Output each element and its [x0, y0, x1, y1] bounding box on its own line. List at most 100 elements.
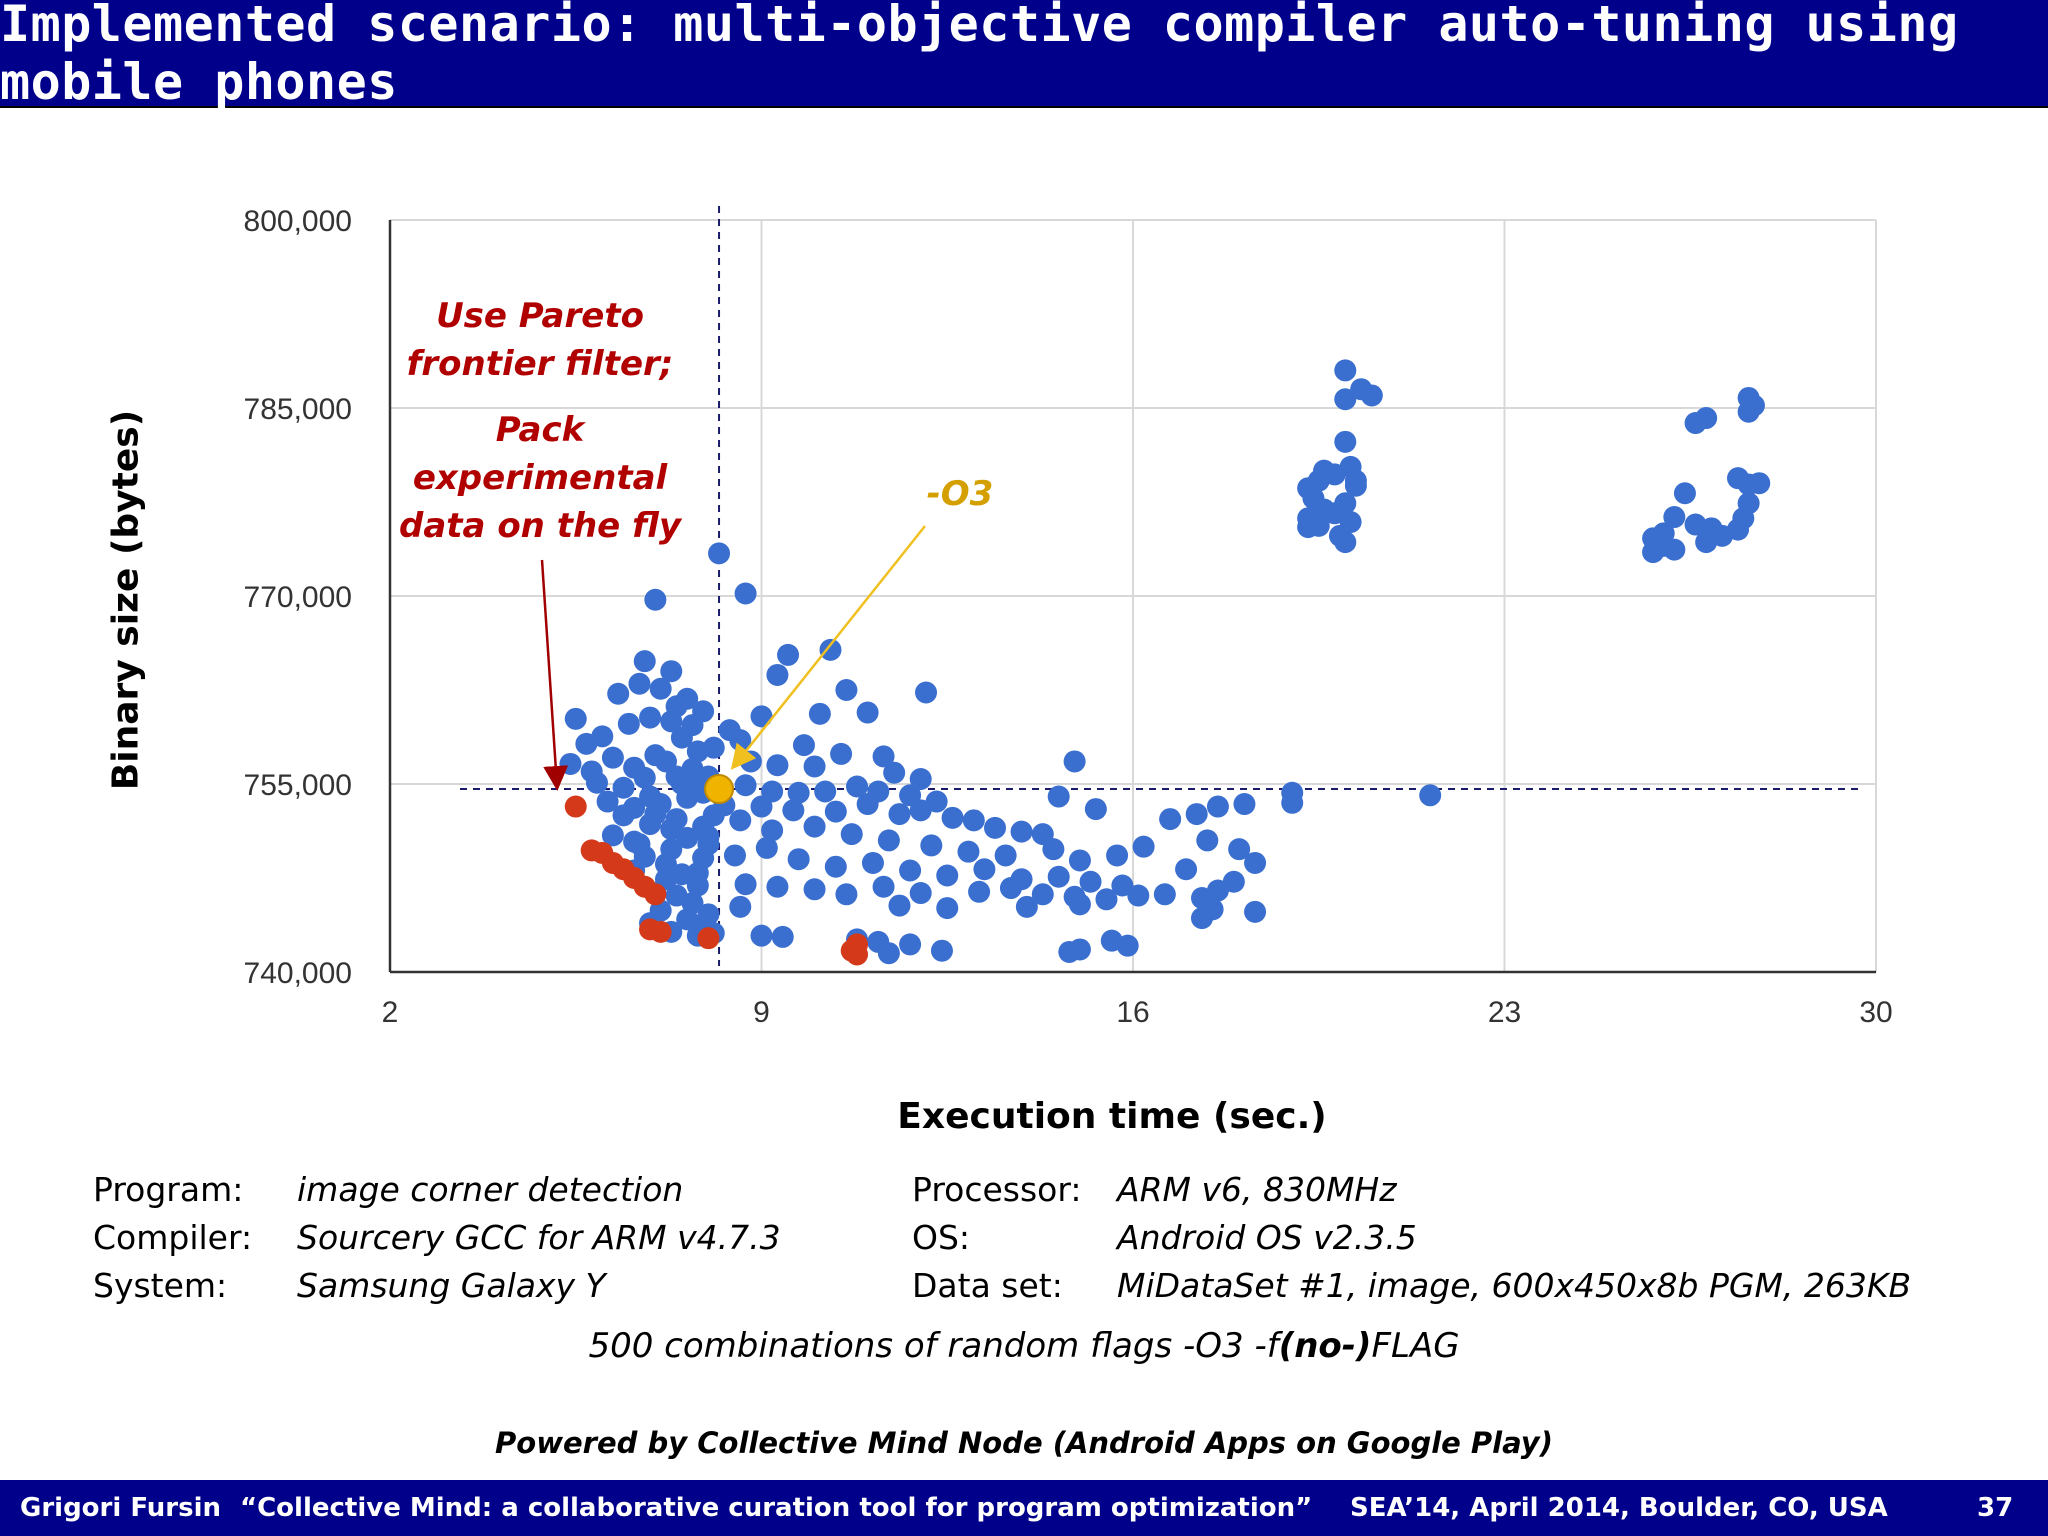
data-point — [1047, 785, 1070, 808]
data-point — [819, 638, 842, 661]
data-point — [941, 806, 964, 829]
data-point — [1068, 938, 1091, 961]
y-tick-label: 770,000 — [244, 581, 352, 614]
data-point — [856, 793, 879, 816]
o3-point — [704, 774, 735, 805]
footer-page: 37 — [1977, 1493, 2014, 1523]
data-point — [803, 878, 826, 901]
data-point — [633, 766, 656, 789]
data-point — [1153, 883, 1176, 906]
y-tick-label: 740,000 — [244, 957, 352, 990]
pareto-point — [840, 939, 863, 962]
data-point — [660, 710, 683, 733]
data-point — [1185, 803, 1208, 826]
y-axis-label: Binary size (bytes) — [105, 409, 147, 791]
data-point — [1419, 784, 1442, 807]
data-point — [660, 660, 683, 683]
data-point — [612, 776, 635, 799]
data-point — [1175, 858, 1198, 881]
compiler-value: Sourcery GCC for ARM v4.7.3 — [297, 1218, 781, 1257]
data-point — [787, 848, 810, 871]
info-right-values: ARM v6, 830MHz Android OS v2.3.5 MiDataS… — [1117, 1166, 1911, 1310]
annotation-o3: -O3 — [926, 474, 994, 514]
program-label: Program: — [93, 1170, 244, 1209]
data-point — [1079, 870, 1102, 893]
data-point — [824, 855, 847, 878]
data-point — [1063, 750, 1086, 773]
data-point — [920, 834, 943, 857]
data-point — [1334, 430, 1357, 453]
x-tick-label: 23 — [1488, 996, 1521, 1029]
pareto-point — [649, 920, 672, 943]
footer-venue: SEA’14, April 2014, Boulder, CO, USA — [1350, 1493, 1888, 1523]
data-point — [968, 880, 991, 903]
data-point — [750, 705, 773, 728]
data-point — [777, 643, 800, 666]
data-point — [856, 701, 879, 724]
data-point — [782, 799, 805, 822]
data-point — [936, 897, 959, 920]
data-point — [623, 830, 646, 853]
data-point — [596, 790, 619, 813]
data-point — [686, 874, 709, 897]
data-point — [1031, 883, 1054, 906]
data-point — [1748, 472, 1771, 495]
data-point — [766, 875, 789, 898]
data-point — [861, 851, 884, 874]
data-point — [559, 752, 582, 775]
data-point — [803, 755, 826, 778]
data-point — [1663, 538, 1686, 561]
data-point — [1695, 407, 1718, 430]
chart-axes — [388, 220, 1876, 974]
data-point — [824, 800, 847, 823]
flags-bold: (no-) — [1278, 1326, 1372, 1366]
annotation-pack-line1: Pack — [495, 410, 585, 450]
data-point — [1222, 870, 1245, 893]
annotation-pack: Pack experimental data on the fly — [395, 406, 685, 550]
data-point — [692, 846, 715, 869]
data-point — [750, 795, 773, 818]
data-point — [702, 804, 725, 827]
pareto-point — [644, 883, 667, 906]
annotation-arrows — [540, 525, 926, 791]
data-point — [1127, 884, 1150, 907]
info-left-labels: Program: Compiler: System: — [93, 1166, 252, 1310]
data-point — [676, 826, 699, 849]
data-point — [1642, 541, 1665, 564]
data-point — [1297, 516, 1320, 539]
slide-title: Implemented scenario: multi-objective co… — [0, 0, 2048, 111]
data-point — [601, 746, 624, 769]
data-point — [1159, 808, 1182, 831]
data-point — [1116, 934, 1139, 957]
data-point — [1196, 829, 1219, 852]
system-label: System: — [93, 1266, 228, 1305]
data-point — [601, 824, 624, 847]
info-left-values: image corner detection Sourcery GCC for … — [297, 1166, 781, 1310]
data-point — [994, 844, 1017, 867]
data-point — [872, 875, 895, 898]
data-point — [729, 895, 752, 918]
footer-author: Grigori Fursin — [20, 1493, 222, 1523]
y-tick-label: 785,000 — [244, 393, 352, 426]
os-label: OS: — [912, 1218, 971, 1257]
data-point — [808, 702, 831, 725]
data-point — [1132, 835, 1155, 858]
data-point — [628, 672, 651, 695]
data-point — [686, 771, 709, 794]
data-point — [1244, 900, 1267, 923]
data-point — [771, 925, 794, 948]
data-point — [915, 681, 938, 704]
tick-labels: 2 9 16 23 30 740,000 755,000 770,000 785,000 800,… — [244, 205, 1893, 1029]
data-point — [702, 736, 725, 759]
data-point — [1339, 511, 1362, 534]
data-point — [1111, 874, 1134, 897]
data-point — [957, 840, 980, 863]
annotation-pareto: Use Pareto frontier filter; — [395, 292, 685, 388]
data-point — [750, 924, 773, 947]
data-point — [877, 829, 900, 852]
data-point — [888, 894, 911, 917]
data-point — [899, 859, 922, 882]
data-point — [1334, 359, 1357, 382]
data-point — [1334, 492, 1357, 515]
